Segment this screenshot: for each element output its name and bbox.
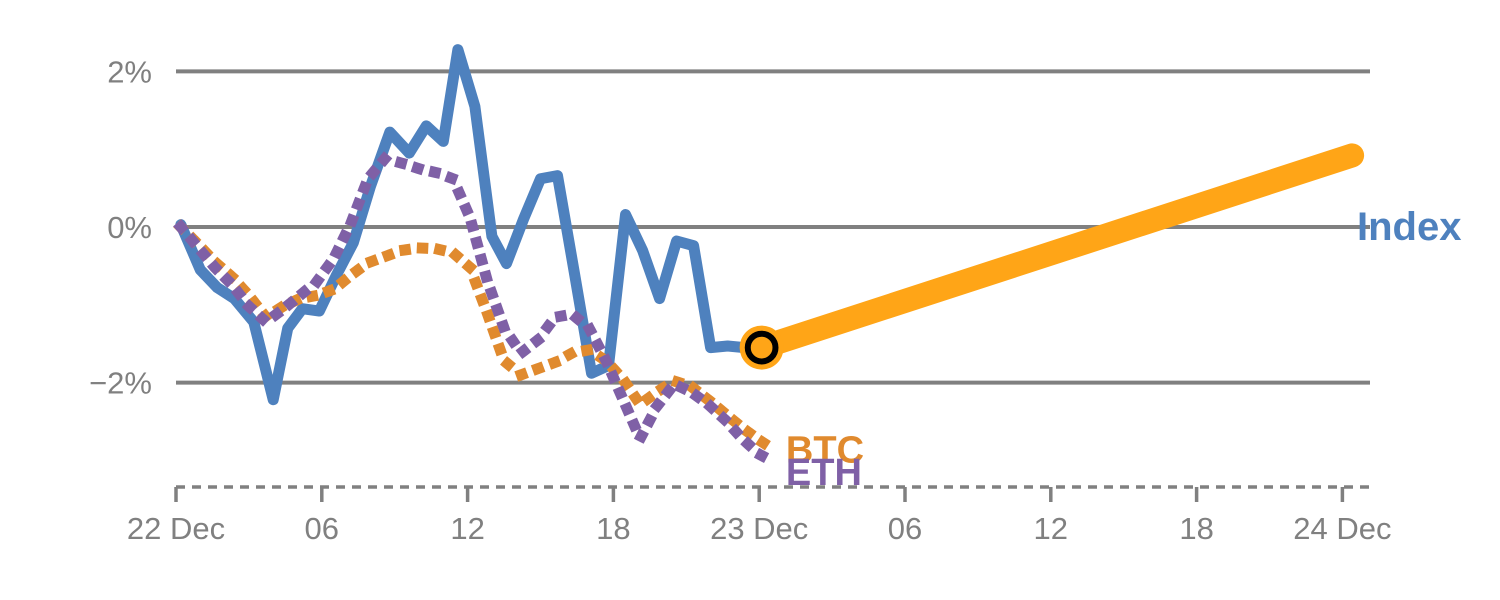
eth-label: ETH (786, 452, 862, 494)
current-point[interactable] (744, 330, 779, 365)
x-tick-label-5: 06 (888, 511, 922, 546)
x-tick-label-1: 06 (305, 511, 339, 546)
marker-group (739, 325, 784, 370)
x-tick-label-8: 24 Dec (1293, 511, 1391, 546)
series-line-projection (749, 143, 1365, 360)
y-axis-labels-group: 2% 0% −2% (89, 54, 152, 400)
y-tick-label-2: −2% (89, 366, 152, 401)
x-axis-labels-group: 22 Dec 06 12 18 23 Dec 06 12 18 24 Dec (127, 511, 1392, 546)
series-line-index (175, 44, 768, 406)
series-line-eth (173, 153, 782, 470)
y-tick-label-0: 2% (107, 54, 152, 89)
y-tick-label-1: 0% (107, 210, 152, 245)
series-group (173, 44, 1365, 470)
x-tick-label-4: 23 Dec (710, 511, 808, 546)
index-label: Index (1357, 205, 1461, 249)
btc-label: BTC (786, 430, 864, 472)
series-line-btc (173, 219, 782, 458)
gridlines-group (176, 69, 1370, 385)
x-tick-label-6: 12 (1034, 511, 1068, 546)
x-tick-label-3: 18 (596, 511, 630, 546)
x-axis-group (174, 485, 1370, 502)
x-tick-label-2: 12 (450, 511, 484, 546)
x-tick-label-0: 22 Dec (127, 511, 225, 546)
x-tick-label-7: 18 (1179, 511, 1213, 546)
